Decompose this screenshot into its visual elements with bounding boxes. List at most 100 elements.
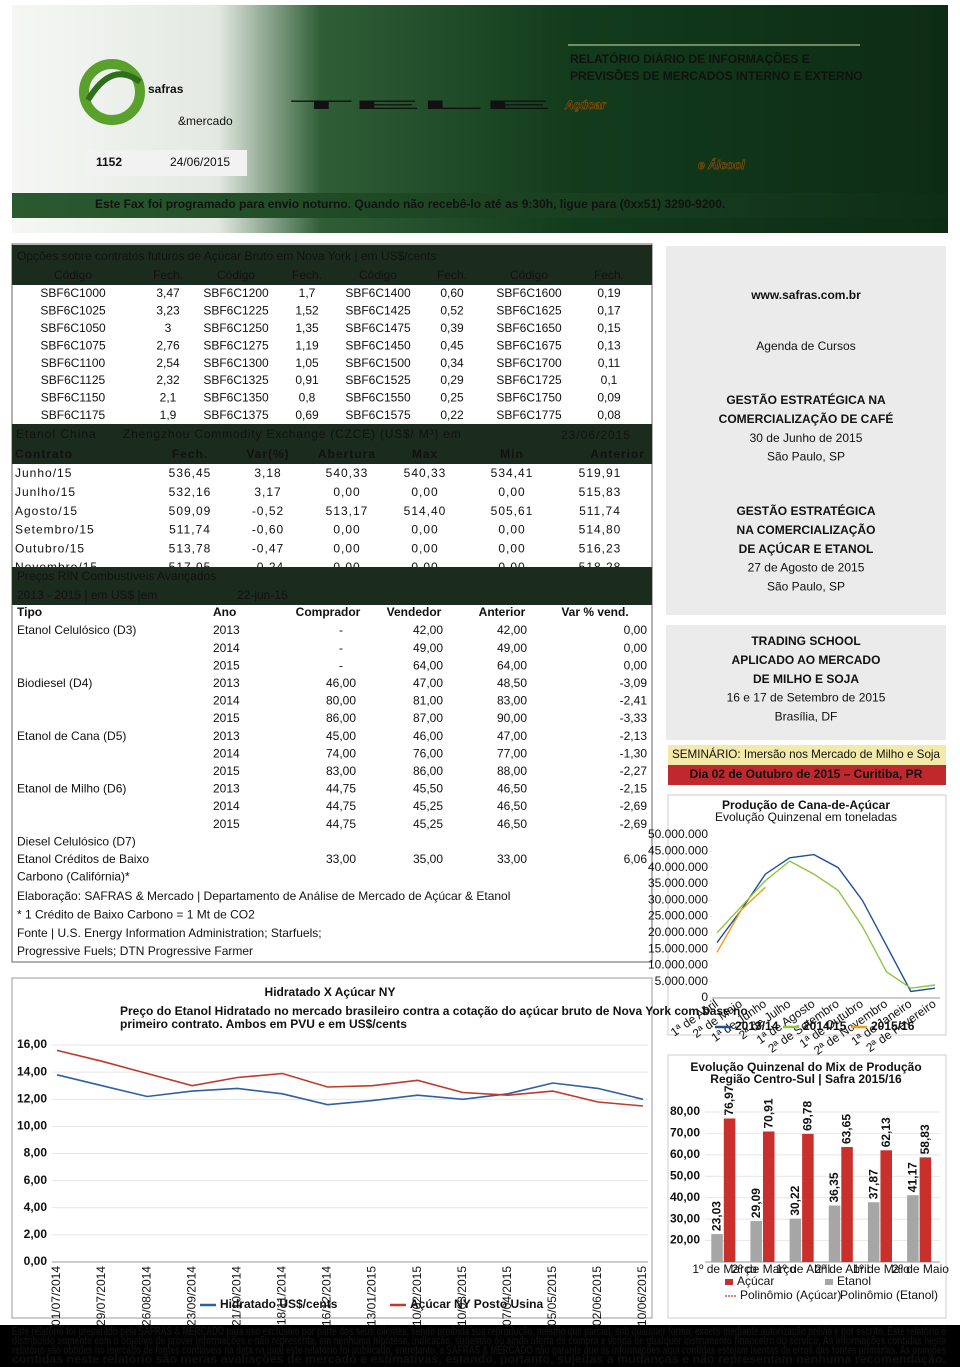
table-cell: 536,45 [169,466,212,480]
table-cell: 46,50 [497,799,527,813]
table-cell: 47,00 [413,676,443,690]
y-tick-label: 40.000.000 [648,860,708,874]
table-cell: 1,05 [295,356,319,370]
table-cell: SBF6C1475 [345,321,411,335]
y-tick-label: 20,00 [670,1233,700,1247]
table-cell: 81,00 [413,694,443,708]
table-cell: 0,45 [440,338,464,352]
chart-title: Produção de Cana-de-Açúcar [722,798,890,812]
section-title: Etanol China [16,427,97,441]
legend-label: Açúcar NY Posto Usina [410,1297,543,1311]
table-cell: 44,75 [326,799,356,813]
x-tick-label: 26/08/2014 [139,1266,153,1326]
table-cell: 511,74 [579,504,621,518]
table-cell: - [339,641,343,655]
table-cell: 3,47 [156,286,180,300]
table-cell: 46,50 [497,817,527,831]
legend-label: Açúcar [737,1274,774,1288]
table-cell: 0,29 [440,373,464,387]
legend-label: Hidratado US$/cents [220,1297,338,1311]
table-cell: SBF6C1425 [345,304,411,318]
value-label: 76,97 [722,1085,736,1115]
x-tick-label: 1º de Abril [776,1262,830,1276]
seminar-title: SEMINÁRIO: Imersão nos Mercado de Milho … [672,746,940,761]
table-cell: Setembro/15 [15,523,95,537]
y-tick-label: 50,00 [670,1168,700,1182]
table-cell: 49,00 [497,641,527,655]
y-tick-label: 0,00 [24,1254,48,1268]
table-cell: 3,18 [254,466,281,480]
y-tick-label: 5.000.000 [655,974,709,988]
y-tick-label: 14,00 [17,1064,47,1078]
table-cell: 2013 [213,729,240,743]
table-cell: 514,40 [404,504,447,518]
table-cell: 42,00 [497,623,527,637]
legend-label: 2014/15 [803,1019,847,1033]
note: Elaboração: SAFRAS & Mercado | Departame… [17,889,510,903]
table-cell: 0,00 [411,523,438,537]
table-cell: 86,00 [413,764,443,778]
course-title: GESTÃO ESTRATÉGICA [736,503,875,518]
column-header: Fech. [292,268,322,282]
course-title: DE MILHO E SOJA [753,672,859,686]
disclaimer: contidas neste relatório são meras avali… [12,1352,946,1366]
value-label: 69,78 [801,1101,815,1131]
y-tick-label: 25.000.000 [648,909,708,923]
issue-date: 24/06/2015 [170,155,230,169]
table-cell: 0,00 [333,485,360,499]
y-tick-label: 15.000.000 [648,941,708,955]
china-rows: Junho/15 536,45 3,18 540,33 540,33 534,41 519,… [15,466,621,567]
table-cell: 0,00 [498,541,525,555]
website: www.safras.com.br [750,288,861,302]
table-cell: 45,00 [326,729,356,743]
column-header: Comprador [296,605,361,619]
table-cell: 6,06 [624,852,648,866]
y-tick-label: 45.000.000 [648,843,708,857]
series-line [716,860,936,989]
table-cell: 2,76 [156,338,180,352]
section-bar [12,567,652,605]
note: Progressive Fuels; DTN Progressive Farme… [17,944,253,958]
table-cell: 1,7 [299,286,316,300]
y-tick-label: 30,00 [670,1211,700,1225]
sidebar-box [666,246,946,615]
table-cell: SBF6C1375 [203,408,269,422]
x-tick-label: 10/02/2015 [410,1266,424,1326]
table-cell: 45,50 [413,782,443,796]
seminar-date: Dia 02 de Outubro de 2015 – Curitiba, PR [690,767,923,781]
product-title: Açúcar [564,98,607,112]
table-cell: 33,00 [326,852,356,866]
y-tick-label: 8,00 [24,1146,48,1160]
row-label: Diesel Celulósico (D7) [17,834,136,848]
table-cell: 83,00 [497,694,527,708]
bar [750,1221,762,1262]
table-cell: 2014 [213,799,240,813]
x-tick-label: 1º de Março [692,1262,757,1276]
column-header: Abertura [318,447,376,461]
y-tick-label: 0 [701,990,708,1004]
section-subtitle: 2013 - 2015 | em US$ |em [17,588,157,602]
section-bar [12,424,652,464]
table-cell: 0,1 [601,373,618,387]
table-cell: 0,52 [440,304,464,318]
column-header: Max [412,447,438,461]
series-line [56,1074,644,1106]
table-cell: 540,33 [404,466,447,480]
table-cell: 0,22 [440,408,464,422]
table-cell: SBF6C1575 [345,408,411,422]
column-header: Fech. [153,268,183,282]
section-title: Preços RIN Combustíveis Avançados [17,569,216,583]
course-detail: 16 e 17 de Setembro de 2015 [727,691,886,705]
table-cell: Agosto/15 [15,504,78,518]
series-line [716,853,936,993]
section-title: Opções sobre contratos futuros de Açúcar… [17,249,436,263]
chart-subtitle: Evolução Quinzenal em toneladas [715,810,897,824]
table-cell: 2013 [213,676,240,690]
table-cell: SBF6C1725 [496,373,562,387]
x-tick-label: 29/07/2014 [94,1266,108,1326]
table-cell: 3,23 [156,304,180,318]
y-tick-label: 80,00 [670,1104,700,1118]
table-cell: SBF6C1775 [496,408,562,422]
table-cell: SBF6C1000 [40,286,106,300]
table-cell: 2013 [213,782,240,796]
